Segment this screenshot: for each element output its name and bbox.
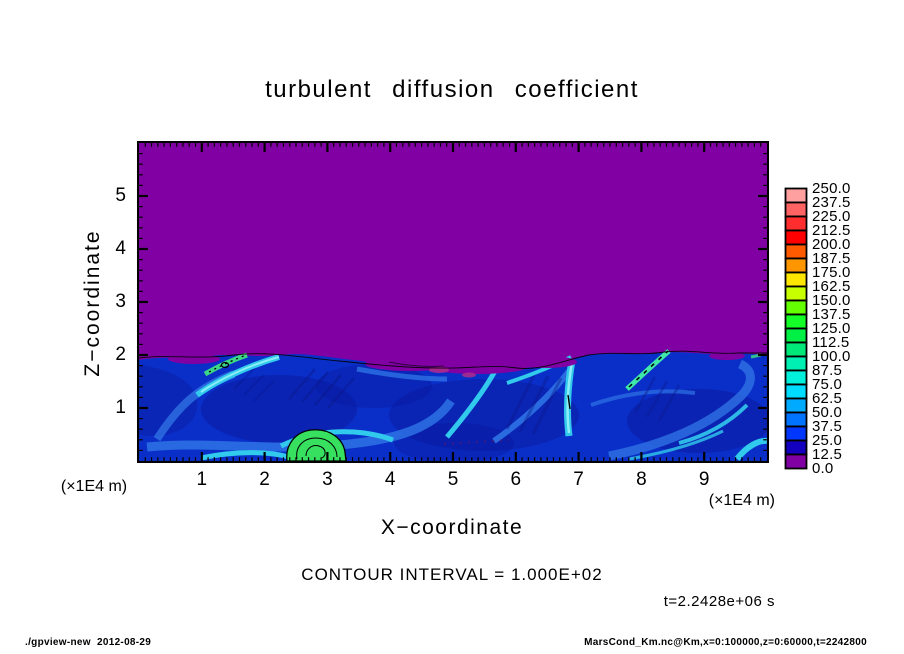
colorbar — [784, 187, 810, 478]
colorbar-swatch — [784, 397, 808, 414]
y-tick-label: 3 — [115, 291, 126, 312]
x-tick-label: 3 — [322, 469, 333, 490]
colorbar-tick-label: 212.5 — [812, 222, 851, 239]
x-tick-label: 6 — [510, 469, 522, 490]
boundary-contour-line — [139, 350, 767, 369]
colorbar-tick-label: 62.5 — [812, 390, 842, 407]
colorbar-swatch — [784, 299, 808, 316]
colorbar-tick-label: 50.0 — [812, 404, 842, 421]
colorbar-swatch — [784, 327, 808, 344]
colorbar-tick-label: 250.0 — [812, 180, 851, 197]
x-tick-label: 5 — [447, 469, 459, 490]
colorbar-tick-label: 187.5 — [812, 250, 851, 267]
colorbar-tick-label: 162.5 — [812, 278, 851, 295]
contour-interval-note: CONTOUR INTERVAL = 1.000E+02 — [301, 565, 603, 584]
colorbar-tick-label: 75.0 — [812, 376, 842, 393]
x-tick-label: 8 — [636, 469, 647, 490]
footer-dataset-stamp: MarsCond_Km.nc@Km,x=0:100000,z=0:60000,t… — [584, 637, 867, 648]
x-axis-title: X−coordinate — [380, 516, 524, 539]
x-tick-label: 7 — [573, 469, 584, 490]
colorbar-swatch — [784, 453, 808, 470]
colorbar-swatches — [784, 187, 808, 470]
colorbar-swatch — [784, 215, 808, 232]
colorbar-swatch — [784, 285, 808, 302]
colorbar-tick-label: 112.5 — [812, 334, 850, 351]
colorbar-swatch — [784, 425, 808, 442]
colorbar-swatch — [784, 355, 808, 372]
colorbar-tick-label: 150.0 — [812, 292, 851, 309]
x-axis-unit-label: (×1E4 m) — [708, 492, 775, 509]
chart-title: turbulent diffusion coefficient — [265, 76, 639, 103]
axis-ticks — [139, 143, 767, 461]
y-tick-label: 5 — [115, 185, 126, 206]
colorbar-swatch — [784, 369, 808, 386]
colorbar-tick-label: 200.0 — [812, 236, 851, 253]
colorbar-tick-label: 37.5 — [812, 418, 842, 435]
colorbar-swatch — [784, 187, 808, 204]
x-tick-label: 1 — [196, 469, 208, 490]
colorbar-swatch — [784, 243, 808, 260]
colorbar-swatch — [784, 229, 808, 246]
colorbar-tick-label: 25.0 — [812, 432, 842, 449]
y-tick-label: 2 — [115, 344, 126, 365]
x-tick-label: 4 — [384, 469, 396, 490]
colorbar-swatch — [784, 201, 808, 218]
colorbar-swatch — [784, 257, 808, 274]
y-axis-unit-label: (×1E4 m) — [60, 478, 128, 495]
footer-program-stamp: ./gpview-new 2012-08-29 — [25, 637, 152, 648]
colorbar-swatch — [784, 439, 808, 456]
colorbar-tick-label: 137.5 — [812, 306, 851, 323]
heatmap-canvas — [139, 143, 767, 461]
colorbar-tick-label: 237.5 — [812, 194, 851, 211]
colorbar-swatch — [784, 341, 808, 358]
colorbar-swatch — [784, 383, 808, 400]
colorbar-tick-label: 12.5 — [812, 446, 842, 463]
y-axis-tick-labels: 1 2 3 4 5 — [96, 143, 130, 461]
x-tick-label: 9 — [698, 469, 710, 490]
colorbar-swatch — [784, 313, 808, 330]
colorbar-tick-label: 225.0 — [812, 208, 851, 225]
turbulent-field-art — [139, 143, 767, 461]
y-tick-label: 1 — [115, 397, 126, 418]
x-tick-label: 2 — [259, 469, 270, 490]
colorbar-tick-label: 100.0 — [812, 348, 851, 365]
colorbar-swatch — [784, 271, 808, 288]
plot-area — [137, 141, 769, 463]
colorbar-tick-label: 87.5 — [812, 362, 842, 379]
y-tick-label: 4 — [115, 238, 126, 259]
colorbar-swatch — [784, 411, 808, 428]
colorbar-tick-label: 0.0 — [812, 460, 834, 477]
x-axis-tick-labels: 1 2 3 4 5 6 7 8 9 — [139, 468, 767, 492]
colorbar-tick-label: 175.0 — [812, 264, 851, 281]
colorbar-tick-label: 125.0 — [812, 320, 851, 337]
time-annotation: t=2.2428e+06 s — [663, 593, 775, 610]
